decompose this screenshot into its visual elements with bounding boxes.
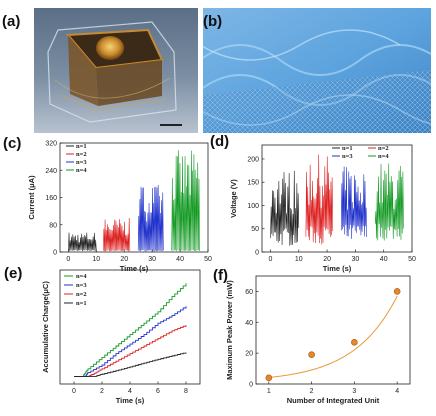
data-point xyxy=(308,351,315,358)
charge-chart: 0 2 4 6 8 Time (s) Accumulative Charge(μC) n=4 n… xyxy=(41,269,201,405)
x-axis-label: Time (s) xyxy=(116,396,145,405)
panel-b-render xyxy=(203,8,431,133)
x-tick-label: 20 xyxy=(323,256,331,263)
x-tick-label: 30 xyxy=(351,256,359,263)
legend-entry: n=2 xyxy=(76,151,87,158)
y-tick-label: 80 xyxy=(49,222,57,229)
legend-entry: n=4 xyxy=(378,153,389,160)
x-tick-label: 4 xyxy=(395,388,399,395)
panel-a-photo xyxy=(34,8,198,133)
y-tick-label: 40 xyxy=(245,320,253,327)
x-tick-label: 8 xyxy=(184,388,188,395)
y-tick-label: 0 xyxy=(53,250,57,257)
y-tick-label: 20 xyxy=(245,351,253,358)
legend-entry: n=3 xyxy=(76,282,87,289)
panel-label-d: (d) xyxy=(210,133,229,150)
series-line-n4 xyxy=(171,150,200,252)
x-tick-label: 30 xyxy=(148,256,156,263)
x-tick-label: 10 xyxy=(92,256,100,263)
current-chart: 0 10 20 30 40 50 0 80 160 240 320 Time (s) Current (… xyxy=(27,141,212,274)
x-tick-label: 20 xyxy=(120,256,128,263)
panel-label-b: (b) xyxy=(203,13,222,30)
x-tick-label: 40 xyxy=(176,256,184,263)
voltage-chart: 0 10 20 30 40 50 0 50 100 150 200 Time (s) Voltage (… xyxy=(229,144,416,273)
x-tick-label: 3 xyxy=(352,388,356,395)
x-tick-label: 10 xyxy=(295,256,303,263)
fit-curve xyxy=(268,295,398,379)
series-line-n4 xyxy=(374,163,404,241)
plot-frame xyxy=(261,144,413,253)
data-point xyxy=(393,288,401,295)
series-line-n2 xyxy=(74,325,187,377)
panel-label-a: (a) xyxy=(2,13,20,30)
y-tick-label: 160 xyxy=(45,195,57,202)
series-line-n2 xyxy=(102,218,131,252)
legend-entry: n=1 xyxy=(76,143,87,150)
legend-entry: n=1 xyxy=(76,300,87,307)
legend-entry: n=1 xyxy=(342,145,353,152)
legend-entry: n=3 xyxy=(342,153,353,160)
x-tick-label: 2 xyxy=(100,388,104,395)
x-tick-label: 50 xyxy=(408,256,416,263)
series-line-n3 xyxy=(74,306,187,377)
y-axis-label: Accumulative Charge(μC) xyxy=(41,281,50,373)
legend-entry: n=2 xyxy=(76,291,87,298)
panel-label-c: (c) xyxy=(3,135,21,152)
series-line-n4 xyxy=(74,283,187,377)
x-axis-label: Number of Integrated Unit xyxy=(287,396,380,405)
x-axis-label: Time (s) xyxy=(323,264,352,273)
y-tick-label: 240 xyxy=(45,168,57,175)
y-tick-label: 50 xyxy=(251,226,259,233)
y-tick-label: 150 xyxy=(247,180,259,187)
y-tick-label: 100 xyxy=(247,203,259,210)
x-tick-label: 0 xyxy=(72,388,76,395)
y-tick-label: 320 xyxy=(45,141,57,148)
y-axis-label: Maximum Peak Power (mW) xyxy=(225,280,234,380)
x-tick-label: 2 xyxy=(310,388,314,395)
y-tick-label: 0 xyxy=(255,250,259,257)
series-line-n3 xyxy=(137,185,164,252)
x-tick-label: 0 xyxy=(269,256,273,263)
x-tick-label: 6 xyxy=(156,388,160,395)
y-tick-label: 0 xyxy=(249,382,253,389)
legend-entry: n=3 xyxy=(76,159,87,166)
legend-entry: n=4 xyxy=(76,167,87,174)
x-tick-label: 40 xyxy=(380,256,388,263)
series-line-n1 xyxy=(68,232,97,252)
data-point xyxy=(265,374,273,382)
series-line-n3 xyxy=(340,166,368,239)
panel-label-f: (f) xyxy=(213,267,228,284)
data-point xyxy=(351,339,358,346)
x-axis-label: Time (s) xyxy=(120,264,149,273)
series-line-n1 xyxy=(74,352,187,377)
y-tick-label: 200 xyxy=(247,156,259,163)
series-line-n1 xyxy=(270,170,300,246)
legend-entry: n=4 xyxy=(76,273,87,280)
y-axis-label: Voltage (V) xyxy=(229,179,238,218)
x-tick-label: 0 xyxy=(66,256,70,263)
plot-frame xyxy=(255,275,411,385)
x-tick-label: 1 xyxy=(267,388,271,395)
x-tick-label: 4 xyxy=(128,388,132,395)
y-axis-label: Current (μA) xyxy=(27,175,36,220)
y-tick-label: 60 xyxy=(245,289,253,296)
series-line-n2 xyxy=(305,154,334,245)
panel-label-e: (e) xyxy=(4,265,22,282)
legend-entry: n=2 xyxy=(378,145,389,152)
x-tick-label: 50 xyxy=(204,256,212,263)
